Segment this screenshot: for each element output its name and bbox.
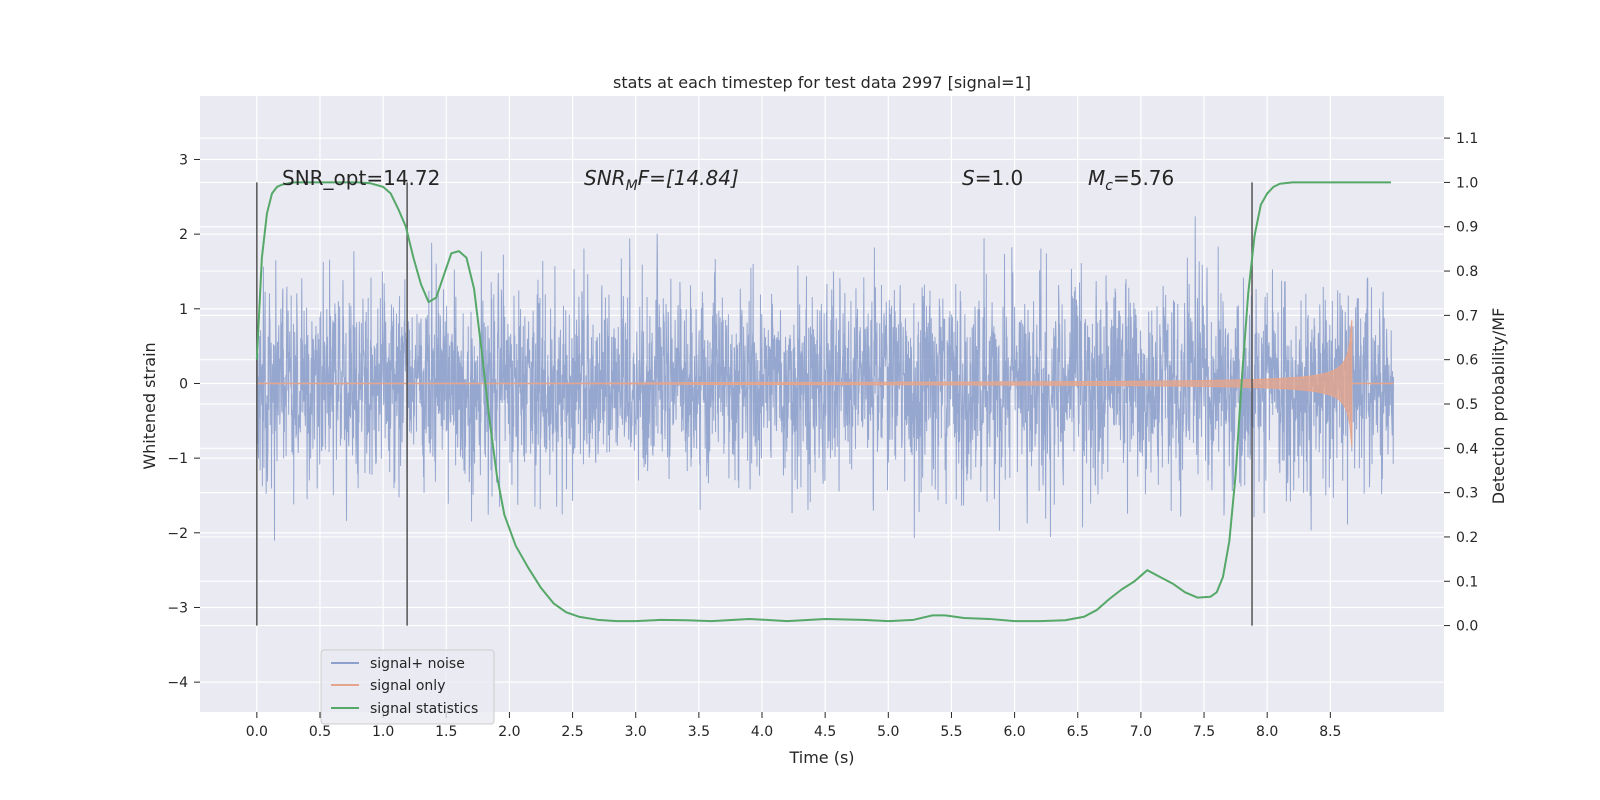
chart-title: stats at each timestep for test data 299…	[613, 73, 1031, 92]
x-tick-label: 1.0	[372, 724, 394, 740]
x-axis-ticks: 0.0 0.5 1.0 1.5 2.0 2.5 3.0 3.5 4.0 4.5 5.0 5.5 6.0 6…	[246, 712, 1341, 740]
annotation-s: S=1.0	[962, 166, 1023, 190]
y-right-tick-label: 0.9	[1456, 220, 1478, 236]
annotation-snr-opt: SNR_opt=14.72	[282, 166, 440, 190]
x-tick-label: 2.0	[498, 724, 520, 740]
x-tick-label: 8.0	[1256, 724, 1278, 740]
y-right-tick-label: 1.1	[1456, 131, 1478, 147]
x-tick-label: 7.5	[1193, 724, 1215, 740]
x-tick-label: 0.5	[309, 724, 331, 740]
x-tick-label: 5.0	[877, 724, 899, 740]
y-tick-label: 3	[179, 152, 188, 168]
x-axis-label: Time (s)	[788, 748, 854, 767]
series-signal-only	[256, 320, 1394, 447]
legend-box	[320, 649, 495, 725]
y-tick-label: 0	[179, 376, 188, 392]
x-tick-label: 4.5	[814, 724, 836, 740]
y-right-tick-label: 1.0	[1456, 175, 1478, 191]
y-right-tick-label: 0.5	[1456, 397, 1478, 413]
y-tick-label: −3	[167, 600, 188, 616]
y-right-axis-label: Detection probability/MF	[1489, 308, 1508, 505]
x-tick-label: 1.5	[435, 724, 457, 740]
legend-label-noise: signal+ noise	[370, 656, 465, 672]
x-tick-label: 8.5	[1319, 724, 1341, 740]
signal-envelope	[572, 320, 1353, 447]
x-tick-label: 0.0	[246, 724, 268, 740]
annotation-snr-mf: SNRMF=[14.84]	[584, 166, 739, 194]
series-signal-statistics	[255, 181, 1391, 623]
y-right-tick-label: 0.1	[1456, 574, 1478, 590]
legend-label-stats: signal statistics	[370, 701, 478, 717]
y-right-axis-ticks: 0.0 0.1 0.2 0.3 0.4 0.5 0.6 0.7 0.8 0.9 1.0 1.1	[1444, 131, 1478, 635]
y-tick-label: −4	[167, 675, 188, 691]
y-right-tick-label: 0.8	[1456, 264, 1478, 280]
legend: signal+ noise signal only signal statist…	[320, 649, 495, 725]
y-tick-label: 1	[179, 302, 188, 318]
x-tick-label: 5.5	[940, 724, 962, 740]
y-tick-label: −1	[167, 451, 188, 467]
x-tick-label: 7.0	[1130, 724, 1152, 740]
y-right-tick-label: 0.0	[1456, 619, 1478, 635]
series-signal-plus-noise	[256, 216, 1394, 541]
x-tick-label: 2.5	[561, 724, 583, 740]
y-right-tick-label: 0.6	[1456, 353, 1478, 369]
stats-line	[255, 181, 1391, 623]
y-right-tick-label: 0.7	[1456, 308, 1478, 324]
x-tick-label: 3.5	[688, 724, 710, 740]
y-right-tick-label: 0.3	[1456, 486, 1478, 502]
x-tick-label: 6.5	[1067, 724, 1089, 740]
x-tick-label: 6.0	[1003, 724, 1025, 740]
y-right-tick-label: 0.2	[1456, 530, 1478, 546]
x-tick-label: 3.0	[625, 724, 647, 740]
y-axis-label: Whitened strain	[140, 342, 159, 469]
legend-label-signal: signal only	[370, 678, 445, 694]
y-axis-ticks: −4 −3 −2 −1 0 1 2 3	[167, 152, 200, 691]
noise-trace	[256, 216, 1394, 541]
annotation-mc: Mc=5.76	[1088, 166, 1174, 194]
y-tick-label: 2	[179, 227, 188, 243]
y-right-tick-label: 0.4	[1456, 441, 1478, 457]
x-tick-label: 4.0	[751, 724, 773, 740]
y-tick-label: −2	[167, 526, 188, 542]
